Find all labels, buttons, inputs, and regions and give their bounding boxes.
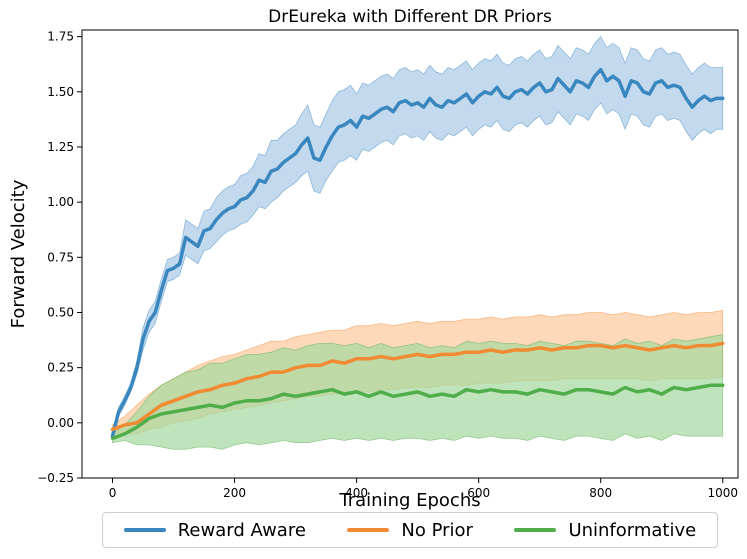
y-tick-label: 0.25: [47, 361, 74, 375]
legend-item-uninformative: Uninformative: [514, 520, 696, 541]
y-tick-label: 0.50: [47, 305, 74, 319]
plot-frame: [81, 29, 739, 479]
legend-item-reward-aware: Reward Aware: [123, 519, 306, 541]
y-axis-label: Forward Velocity: [8, 179, 29, 328]
y-tick-label: 0.75: [47, 250, 74, 264]
line-chart: 0 200 400 600 800 1000 −0.25 0.00 0.25 0.50 0.75 1…: [8, 7, 739, 511]
line-reward-aware: [110, 67, 725, 438]
legend-label-reward-aware: Reward Aware: [177, 519, 306, 541]
legend-swatch-reward-aware: [123, 528, 166, 532]
x-axis-label: Training Epochs: [338, 490, 480, 511]
legend-label-uninformative: Uninformative: [568, 519, 697, 541]
x-tick-label: 200: [223, 486, 246, 500]
y-tick-label: 1.00: [47, 195, 74, 209]
chart-title: DrEureka with Different DR Priors: [268, 7, 552, 27]
band-reward-aware: [112, 35, 724, 439]
y-tick-label: 1.75: [47, 30, 74, 44]
legend-item-no-prior: No Prior: [347, 520, 473, 541]
legend-swatch-uninformative: [514, 528, 557, 532]
x-tick-label: 0: [109, 486, 117, 500]
legend-label-no-prior: No Prior: [401, 519, 473, 541]
x-tick-label: 600: [467, 486, 490, 500]
line-uninformative: [110, 383, 725, 441]
x-tick-label: 1000: [707, 486, 738, 500]
series-lines: [110, 67, 725, 441]
y-tick-label: 0.00: [47, 416, 74, 430]
line-no-prior: [110, 341, 725, 432]
x-axis-ticks: 0 200 400 600 800 1000: [109, 478, 738, 500]
legend-swatch-no-prior: [347, 528, 390, 532]
x-tick-label: 800: [589, 486, 612, 500]
chart-legend: Reward Aware No Prior Uninformative: [102, 512, 718, 548]
x-tick-label: 400: [345, 486, 368, 500]
y-axis-ticks: −0.25 0.00 0.25 0.50 0.75 1.00 1.25 1.50 1.75: [37, 30, 82, 485]
y-tick-label: −0.25: [37, 471, 74, 485]
y-tick-label: 1.25: [47, 140, 74, 154]
y-tick-label: 1.50: [47, 85, 74, 99]
